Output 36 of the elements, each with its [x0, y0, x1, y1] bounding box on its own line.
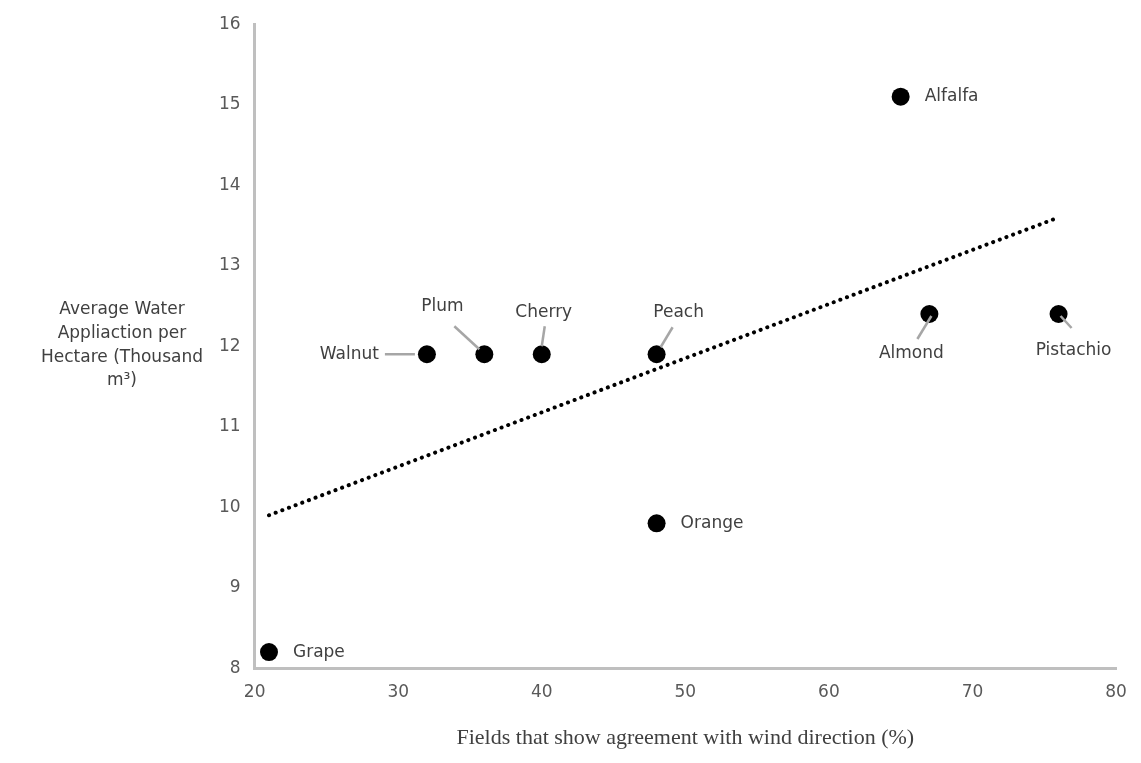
y-tick-label: 12 [218, 334, 241, 355]
point [647, 345, 666, 364]
point [475, 345, 494, 364]
point [647, 514, 666, 533]
y-tick-label: 8 [229, 656, 241, 677]
annotation: Almond [878, 342, 944, 363]
x-tick-label: 30 [387, 680, 410, 701]
annotation: Plum [421, 294, 464, 315]
y-tick-label: 13 [218, 254, 241, 275]
annotation: Peach [653, 300, 704, 321]
annotation: Cherry [515, 300, 573, 321]
point [417, 345, 436, 364]
x-axis-title: Fields that show agreement with wind direction (%) [456, 723, 915, 749]
point [259, 643, 278, 662]
annotation: Grape [292, 640, 345, 661]
point [920, 305, 939, 323]
y-axis-title: Average Water Appliaction per Hectare (Thousand m³) [40, 297, 204, 392]
annotation: Walnut [319, 342, 380, 363]
y-tick-label: 10 [218, 495, 241, 516]
x-tick-label: 70 [961, 680, 984, 701]
y-tick-label: 16 [218, 12, 241, 33]
x-tick-label: 60 [818, 680, 840, 701]
y-tick-label: 14 [218, 173, 241, 194]
point [891, 87, 910, 106]
x-tick-label: 40 [530, 680, 553, 701]
annotation: Alfalfa [924, 85, 979, 106]
y-tick-label: 15 [218, 93, 241, 114]
y-tick-label: 11 [218, 415, 241, 436]
y-tick-label: 9 [229, 576, 241, 597]
x-tick-label: 50 [674, 680, 697, 701]
point [532, 345, 551, 364]
point [1049, 305, 1068, 323]
x-tick-label: 80 [1105, 680, 1127, 701]
annotation: Orange [680, 511, 744, 532]
x-tick-label: 20 [243, 680, 266, 701]
annotation: Pistachio [1035, 339, 1112, 360]
